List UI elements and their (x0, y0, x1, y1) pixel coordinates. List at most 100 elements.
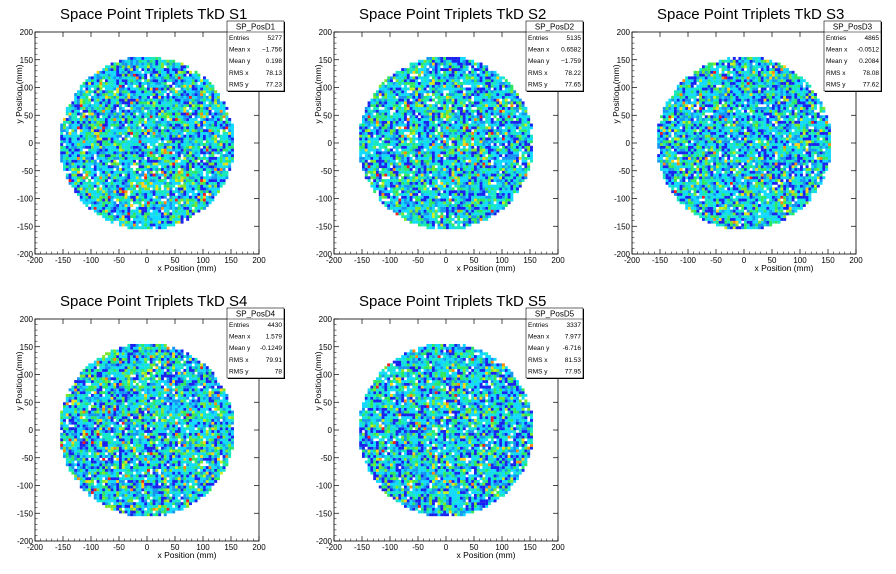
heatmap-bin (373, 173, 377, 177)
heatmap-bin (119, 201, 122, 205)
heatmap-bin (166, 173, 170, 177)
heatmap-bin (429, 87, 433, 91)
heatmap-bin (186, 137, 190, 141)
heatmap-bin (180, 106, 184, 110)
heatmap-bin (152, 126, 156, 130)
heatmap-bin (82, 154, 86, 158)
heatmap-bin (429, 123, 433, 127)
heatmap-bin (189, 145, 192, 149)
heatmap-bin (169, 87, 173, 91)
heatmap-bin (172, 68, 176, 71)
heatmap-bin (116, 167, 120, 171)
heatmap-bin (113, 93, 117, 96)
heatmap-bin (175, 198, 178, 202)
heatmap-bin (440, 143, 444, 146)
heatmap-bin (127, 162, 131, 166)
heatmap-bin (102, 93, 106, 96)
heatmap-bin (219, 159, 223, 163)
heatmap-bin (457, 115, 461, 119)
heatmap-bin (124, 173, 128, 177)
heatmap-bin (423, 98, 427, 102)
heatmap-bin (180, 215, 184, 219)
heatmap-bin (398, 206, 402, 210)
heatmap-bin (415, 220, 419, 224)
heatmap-bin (406, 145, 410, 149)
heatmap-bin (460, 59, 463, 63)
heatmap-bin (465, 87, 469, 91)
heatmap-bin (65, 112, 69, 116)
heatmap-bin (194, 162, 198, 166)
heatmap-bin (448, 109, 452, 113)
heatmap-bin (119, 59, 122, 63)
heatmap-bin (163, 179, 167, 182)
heatmap-bin (434, 59, 438, 63)
heatmap-bin (406, 79, 410, 83)
heatmap-bin (401, 195, 405, 199)
heatmap-bin (152, 137, 156, 141)
heatmap-bin (158, 73, 162, 77)
heatmap-bin (82, 184, 86, 188)
heatmap-bin (409, 70, 413, 74)
heatmap-bin (93, 123, 97, 127)
heatmap-bin (119, 179, 122, 182)
heatmap-bin (152, 192, 156, 196)
heatmap-bin (420, 165, 424, 169)
heatmap-bin (88, 201, 92, 205)
heatmap-bin (116, 101, 120, 105)
heatmap-bin (161, 170, 164, 174)
heatmap-bin (163, 204, 167, 207)
heatmap-bin (200, 131, 204, 135)
heatmap-bin (116, 165, 120, 169)
heatmap-bin (177, 143, 181, 146)
heatmap-bin (471, 190, 475, 194)
heatmap-bin (418, 198, 421, 202)
heatmap-bin (138, 181, 142, 185)
heatmap-bin (231, 145, 234, 149)
heatmap-bin (446, 93, 449, 96)
heatmap-bin (376, 151, 379, 155)
heatmap-bin (390, 181, 393, 185)
heatmap-bin (222, 104, 226, 108)
heatmap-bin (166, 206, 170, 210)
heatmap-bin (448, 165, 452, 169)
heatmap-bin (384, 192, 388, 196)
heatmap-bin (144, 115, 148, 119)
heatmap-bin (359, 126, 363, 130)
heatmap-bin (205, 170, 209, 174)
heatmap-bin (197, 148, 201, 152)
heatmap-bin (172, 123, 176, 127)
heatmap-bin (161, 95, 164, 99)
heatmap-bin (200, 162, 204, 166)
heatmap-bin (451, 140, 455, 144)
heatmap-bin (471, 192, 475, 196)
heatmap-bin (401, 154, 405, 158)
heatmap-bin (79, 148, 83, 152)
heatmap-bin (91, 129, 94, 133)
heatmap-bin (440, 159, 444, 163)
heatmap-bin (398, 198, 402, 202)
heatmap-bin (370, 173, 374, 177)
heatmap-bin (457, 165, 461, 169)
heatmap-bin (446, 101, 449, 105)
heatmap-bin (434, 101, 438, 105)
heatmap-bin (102, 118, 106, 121)
heatmap-bin (462, 93, 466, 96)
heatmap-bin (222, 170, 226, 174)
heatmap-bin (409, 65, 413, 69)
heatmap-bin (113, 162, 117, 166)
heatmap-bin (370, 109, 374, 113)
heatmap-bin (88, 198, 92, 202)
heatmap-bin (364, 131, 368, 135)
heatmap-bin (384, 156, 388, 160)
heatmap-bin (110, 204, 114, 207)
heatmap-bin (138, 198, 142, 202)
heatmap-bin (440, 129, 444, 133)
heatmap-bin (362, 165, 365, 169)
heatmap-bin (420, 129, 424, 133)
heatmap-bin (418, 118, 421, 121)
heatmap-bins (60, 56, 234, 230)
heatmap-bin (124, 220, 128, 224)
heatmap-bin (149, 190, 153, 194)
heatmap-bin (105, 184, 108, 188)
heatmap-bin (147, 162, 150, 166)
